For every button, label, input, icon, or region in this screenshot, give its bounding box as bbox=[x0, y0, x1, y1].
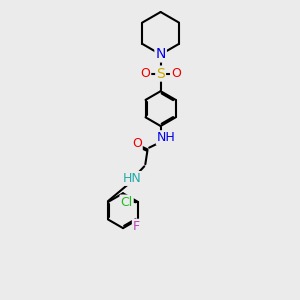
Text: HN: HN bbox=[123, 172, 142, 185]
Text: O: O bbox=[140, 67, 150, 80]
Text: N: N bbox=[155, 47, 166, 61]
Text: F: F bbox=[133, 220, 140, 233]
Text: O: O bbox=[171, 67, 181, 80]
Text: NH: NH bbox=[157, 131, 176, 144]
Text: Cl: Cl bbox=[121, 196, 133, 208]
Text: O: O bbox=[132, 137, 142, 150]
Text: S: S bbox=[156, 67, 165, 81]
